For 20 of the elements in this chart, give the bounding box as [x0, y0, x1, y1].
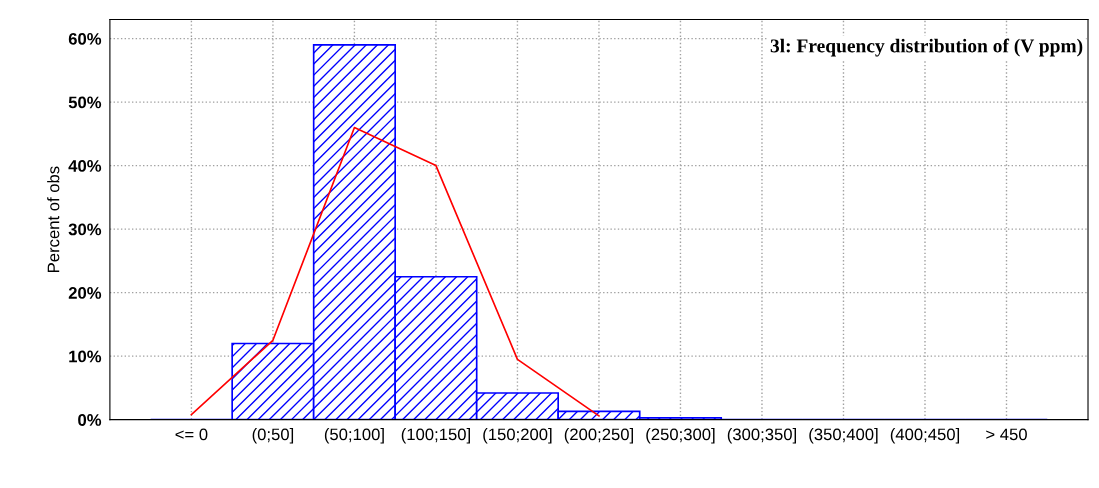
y-axis-title: Percent of obs [47, 166, 60, 272]
y-tick-label: 30% [68, 223, 102, 236]
x-tick-label: (200;250] [564, 428, 633, 444]
x-tick-label: (400;450] [890, 428, 960, 444]
x-tick-label: (300;350] [727, 428, 796, 444]
x-tick-label: (0;50] [252, 428, 294, 444]
text: 3l: Frequency distribution of (V ppm) [770, 38, 1083, 57]
x-tick-label: (150;200] [483, 428, 552, 444]
x-tick-label: (100;150] [401, 428, 470, 444]
x-tick-label: > 450 [986, 428, 1027, 441]
y-tick-label: 60% [68, 32, 102, 45]
x-tick-label: <= 0 [175, 428, 208, 441]
y-tick-label: 40% [68, 160, 102, 172]
y-tick-label: 0% [78, 414, 102, 426]
x-tick-label: (50;100] [324, 428, 384, 444]
y-tick-label: 20% [68, 287, 102, 299]
y-tick-label: 10% [69, 350, 102, 363]
x-tick-label: (250;300] [646, 428, 715, 444]
y-tick-label: 50% [68, 96, 102, 109]
x-tick-label: (350;400] [809, 428, 878, 444]
